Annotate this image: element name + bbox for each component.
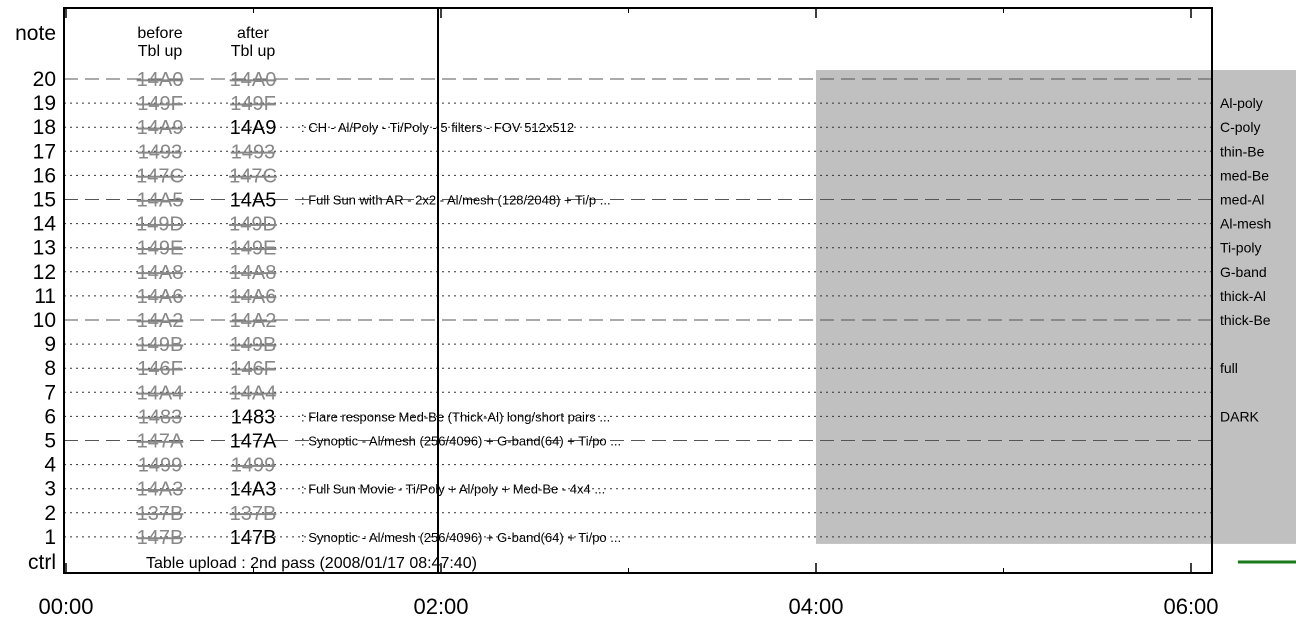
row-description-5: : Synoptic - Al/mesh (256/4096) + G-band… (301, 434, 621, 449)
filter-label-al-poly: Al-poly (1220, 95, 1263, 111)
before-value-4: 1499 (138, 455, 183, 477)
before-value-19: 149F (137, 93, 183, 115)
before-value-2: 137B (137, 503, 184, 525)
after-value-12: 14A8 (230, 262, 277, 284)
after-value-17: 1493 (231, 141, 276, 163)
row-label-9: 9 (44, 333, 56, 356)
after-value-9: 149B (230, 334, 277, 356)
before-value-16: 147C (136, 165, 184, 187)
row-description-6: : Flare response Med-Be (Thick-Al) long/… (301, 409, 610, 424)
filter-label-al-mesh: Al-mesh (1220, 216, 1271, 232)
before-value-6: 1483 (138, 406, 183, 428)
x-tick-label-3: 06:00 (1163, 594, 1218, 619)
row-label-11: 11 (34, 285, 56, 308)
row-label-14: 14 (33, 213, 57, 236)
filter-label-ti-poly: Ti-poly (1220, 240, 1262, 256)
filter-label-thick-al: thick-Al (1220, 288, 1266, 304)
before-value-17: 1493 (138, 141, 183, 163)
after-value-13: 149E (230, 238, 277, 260)
filter-label-c-poly: C-poly (1220, 119, 1260, 135)
row-description-15: : Full Sun with AR - 2x2 - Al/mesh (128/… (301, 193, 611, 208)
after-value-16: 147C (229, 165, 277, 187)
before-value-14: 149D (136, 214, 184, 236)
before-value-1: 147B (137, 527, 184, 549)
filter-label-g-band: G-band (1220, 264, 1267, 280)
after-value-3: 14A3 (230, 479, 277, 501)
before-value-3: 14A3 (137, 479, 184, 501)
row-label-6: 6 (44, 405, 56, 428)
before-value-7: 14A4 (137, 382, 184, 404)
row-label-13: 13 (33, 237, 56, 260)
after-value-7: 14A4 (230, 382, 277, 404)
row-description-3: : Full Sun Movie - Ti/Poly + Al/poly + M… (301, 482, 605, 497)
filter-label-thick-be: thick-Be (1220, 312, 1271, 328)
frame-layer (63, 7, 1213, 574)
after-value-19: 149F (230, 93, 276, 115)
before-value-18: 14A9 (137, 117, 184, 139)
after-value-6: 1483 (231, 406, 276, 428)
after-value-11: 14A6 (230, 286, 277, 308)
before-value-15: 14A5 (137, 190, 184, 212)
filter-label-dark: DARK (1220, 408, 1260, 424)
filter-label-med-be: med-Be (1220, 167, 1269, 183)
plot-frame (63, 7, 1213, 574)
ctrl-text: Table upload : 2nd pass (2008/01/17 08:4… (146, 555, 477, 572)
before-value-8: 146F (137, 358, 183, 380)
row-label-4: 4 (44, 454, 56, 477)
before-value-11: 14A6 (137, 286, 184, 308)
row-label-16: 16 (33, 164, 56, 187)
after-value-1: 147B (230, 527, 277, 549)
data-layer (1237, 560, 1296, 564)
row-label-1: 1 (44, 526, 56, 549)
background-layer (816, 70, 1296, 544)
row-description-1: : Synoptic - Al/mesh (256/4096) + G-band… (301, 530, 621, 545)
text-layer: Tbl upTbl upobsVOBStobsVtrack4track0trac… (15, 22, 1271, 619)
row-label-2: 2 (44, 502, 56, 525)
col-header-after: after Tbl up (231, 25, 276, 60)
row-axis-label: note (15, 22, 56, 45)
filter-label-full: full (1220, 360, 1238, 376)
ctrl-label: ctrl (28, 551, 56, 574)
after-value-15: 14A5 (230, 190, 277, 212)
shaded-interval (816, 70, 1296, 544)
filter-label-med-al: med-Al (1220, 192, 1264, 208)
row-label-7: 7 (44, 381, 56, 404)
col-header-before: before Tbl up (137, 25, 182, 60)
before-value-9: 149B (137, 334, 184, 356)
after-value-5: 147A (230, 431, 277, 453)
after-value-10: 14A2 (230, 310, 277, 332)
before-value-10: 14A2 (137, 310, 184, 332)
after-value-14: 149D (229, 214, 277, 236)
x-tick-label-1: 02:00 (413, 594, 468, 619)
row-label-20: 20 (33, 68, 56, 91)
after-value-4: 1499 (231, 455, 276, 477)
after-value-18: 14A9 (230, 117, 277, 139)
filter-label-thin-be: thin-Be (1220, 143, 1265, 159)
row-label-15: 15 (33, 189, 56, 212)
row-label-17: 17 (33, 140, 56, 163)
x-tick-label-2: 04:00 (788, 594, 843, 619)
row-description-18: : CH - Al/Poly - Ti/Poly - 5 filters - F… (301, 120, 574, 135)
row-label-19: 19 (33, 92, 56, 115)
row-label-18: 18 (33, 116, 56, 139)
after-value-2: 137B (230, 503, 277, 525)
row-label-10: 10 (33, 309, 56, 332)
grid-layer (64, 78, 1212, 538)
before-value-12: 14A8 (137, 262, 184, 284)
row-label-3: 3 (44, 478, 56, 501)
after-value-20: 14A0 (230, 69, 277, 91)
row-label-5: 5 (44, 430, 56, 453)
row-label-8: 8 (44, 357, 56, 380)
before-value-13: 149E (137, 238, 184, 260)
before-value-20: 14A0 (137, 69, 184, 91)
after-value-8: 146F (230, 358, 276, 380)
x-tick-label-0: 00:00 (38, 594, 93, 619)
before-value-5: 147A (137, 431, 184, 453)
row-label-12: 12 (33, 261, 56, 284)
